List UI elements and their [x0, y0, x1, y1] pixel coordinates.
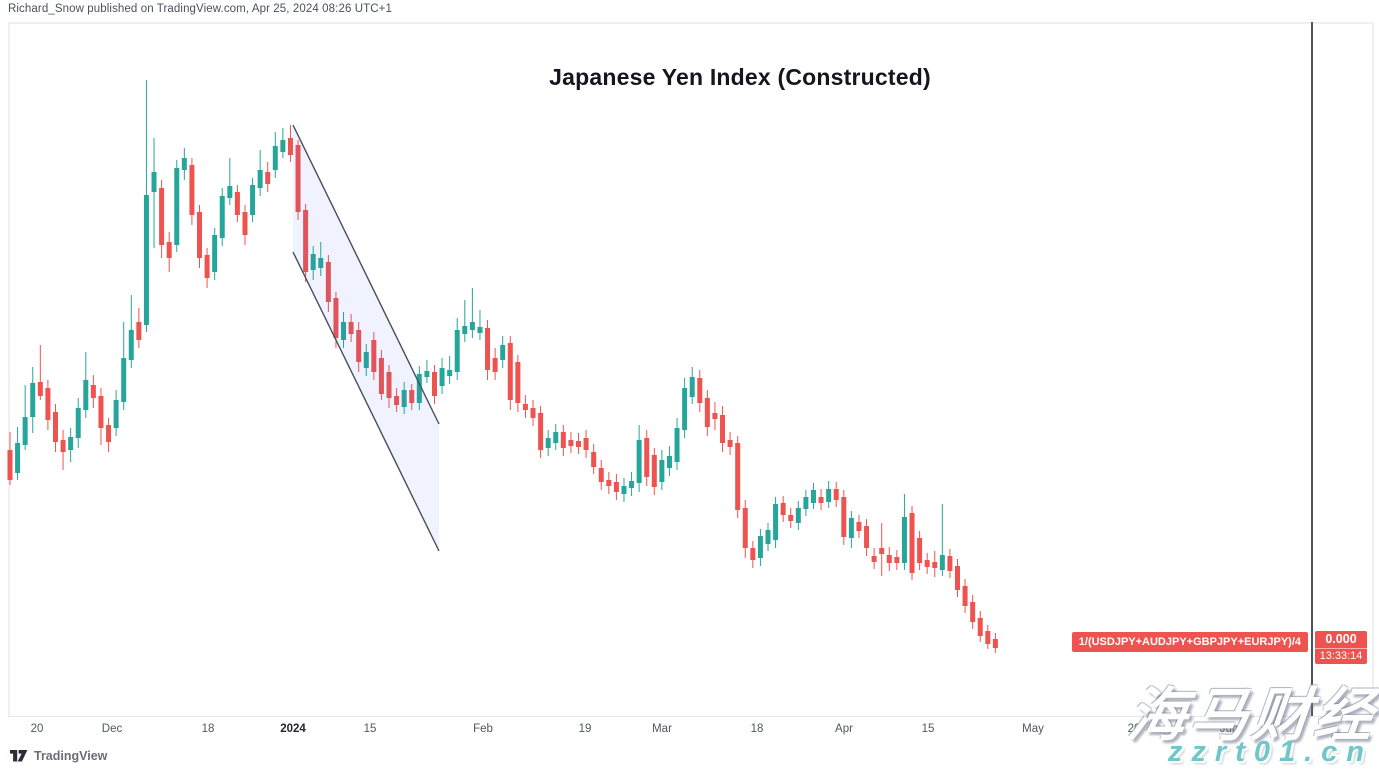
time-axis-label: 15 — [921, 723, 935, 735]
tradingview-logo-icon — [10, 750, 28, 762]
bar-countdown: 13:33:14 — [1315, 648, 1367, 664]
time-axis-label: 2024 — [280, 723, 306, 735]
time-axis-label: May — [1022, 723, 1044, 735]
time-axis-label: Apr — [835, 723, 853, 735]
chart-title: Japanese Yen Index (Constructed) — [549, 64, 931, 90]
tradingview-logo-text: TradingView — [34, 749, 108, 763]
time-axis-label: Feb — [473, 723, 493, 735]
price-scale-border — [1311, 22, 1313, 741]
time-axis-label: Jun — [1219, 723, 1239, 735]
time-scale[interactable]: 20 Dec 18 2024 15 Feb 19 Mar 18 Apr 15 May 20 Jun — [8, 716, 1374, 742]
last-price-tag: 0.000 13:33:14 — [1315, 631, 1367, 664]
time-axis-label: 15 — [363, 723, 377, 735]
tradingview-branding[interactable]: TradingView — [10, 749, 107, 763]
candlestick-series — [7, 80, 998, 653]
time-axis-label: 19 — [578, 723, 592, 735]
time-axis-label: 20 — [30, 723, 44, 735]
time-axis-label: 20 — [1127, 723, 1141, 735]
time-axis-label: Mar — [652, 723, 672, 735]
time-axis-label: Dec — [101, 723, 123, 735]
attribution-text: Richard_Snow published on TradingView.co… — [8, 3, 392, 15]
time-axis-label: 18 — [750, 723, 764, 735]
series-formula-label: 1/(USDJPY+AUDJPY+GBPJPY+EURJPY)/4 — [1071, 632, 1308, 652]
watermark-url-text: zzrt01.cn — [1167, 736, 1373, 768]
parallel-channel-drawing — [292, 124, 440, 552]
price-scale[interactable] — [1313, 22, 1374, 716]
last-price-value: 0.000 — [1325, 632, 1357, 646]
time-axis-label: 18 — [201, 723, 215, 735]
